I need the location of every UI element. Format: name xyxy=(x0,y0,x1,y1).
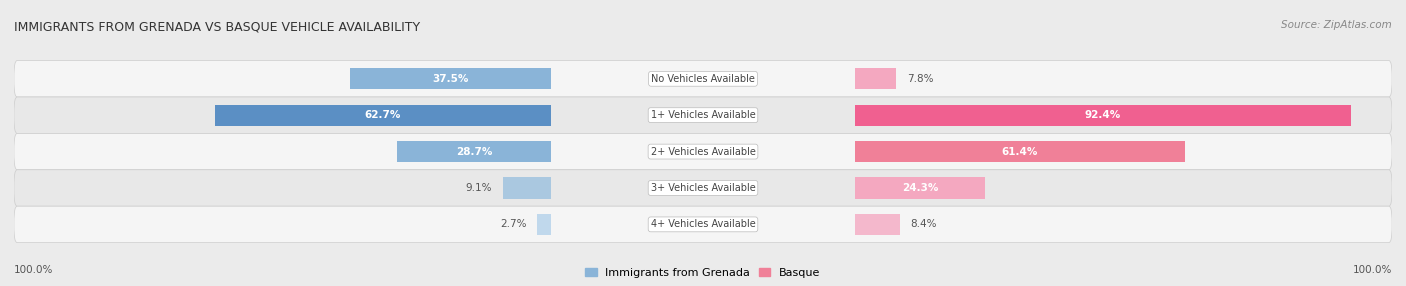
FancyBboxPatch shape xyxy=(14,170,1392,206)
Bar xyxy=(215,105,551,126)
Bar xyxy=(398,141,551,162)
Text: 4+ Vehicles Available: 4+ Vehicles Available xyxy=(651,219,755,229)
Text: 9.1%: 9.1% xyxy=(465,183,492,193)
Text: 2.7%: 2.7% xyxy=(501,219,527,229)
Bar xyxy=(502,177,551,198)
Text: 24.3%: 24.3% xyxy=(901,183,938,193)
Text: No Vehicles Available: No Vehicles Available xyxy=(651,74,755,84)
Bar xyxy=(855,105,1351,126)
FancyBboxPatch shape xyxy=(14,61,1392,97)
Text: 28.7%: 28.7% xyxy=(456,147,492,156)
Bar xyxy=(537,214,551,235)
FancyBboxPatch shape xyxy=(14,97,1392,133)
Bar xyxy=(350,68,551,89)
Text: 100.0%: 100.0% xyxy=(14,265,53,275)
Text: 37.5%: 37.5% xyxy=(433,74,468,84)
Legend: Immigrants from Grenada, Basque: Immigrants from Grenada, Basque xyxy=(581,263,825,282)
Text: 2+ Vehicles Available: 2+ Vehicles Available xyxy=(651,147,755,156)
Bar xyxy=(855,68,897,89)
Text: 62.7%: 62.7% xyxy=(364,110,401,120)
FancyBboxPatch shape xyxy=(14,133,1392,170)
Text: IMMIGRANTS FROM GRENADA VS BASQUE VEHICLE AVAILABILITY: IMMIGRANTS FROM GRENADA VS BASQUE VEHICL… xyxy=(14,20,420,33)
FancyBboxPatch shape xyxy=(14,206,1392,243)
Text: 7.8%: 7.8% xyxy=(907,74,934,84)
Text: 92.4%: 92.4% xyxy=(1084,110,1121,120)
Bar xyxy=(855,141,1184,162)
Bar xyxy=(855,214,900,235)
Text: 3+ Vehicles Available: 3+ Vehicles Available xyxy=(651,183,755,193)
Text: 8.4%: 8.4% xyxy=(910,219,936,229)
Text: 100.0%: 100.0% xyxy=(1353,265,1392,275)
Text: 1+ Vehicles Available: 1+ Vehicles Available xyxy=(651,110,755,120)
Text: 61.4%: 61.4% xyxy=(1001,147,1038,156)
Text: Source: ZipAtlas.com: Source: ZipAtlas.com xyxy=(1281,20,1392,30)
Bar xyxy=(855,177,986,198)
